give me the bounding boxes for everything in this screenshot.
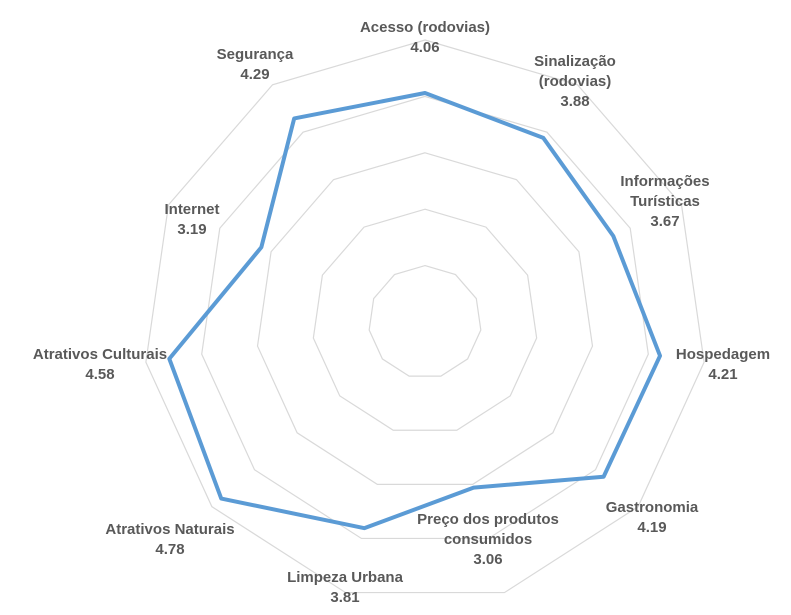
data-label: Limpeza Urbana 3.81 (215, 568, 475, 608)
data-label: Preço dos produtos consumidos 3.06 (403, 510, 573, 570)
series-line (167, 91, 663, 531)
grid-ring (201, 95, 649, 540)
data-label: Informações Turísticas 3.67 (605, 172, 725, 232)
category-label: Acesso (rodovias) (359, 19, 491, 36)
category-label: Hospedagem (675, 346, 771, 363)
data-label: Atrativos Culturais 4.58 (0, 345, 230, 385)
category-label: Atrativos Culturais (32, 346, 168, 363)
grid-ring (368, 264, 482, 377)
value-label: 3.67 (650, 213, 680, 230)
data-label: Atrativos Naturais 4.78 (40, 520, 300, 560)
category-label: Segurança (216, 46, 294, 63)
category-label: Internet (164, 201, 220, 218)
value-label: 4.06 (410, 39, 440, 56)
data-label: Acesso (rodovias) 4.06 (295, 18, 555, 58)
data-label: Gastronomia 4.19 (522, 498, 782, 538)
value-label: 3.06 (473, 551, 503, 568)
value-label: 4.78 (155, 541, 185, 558)
value-label: 4.21 (708, 366, 738, 383)
category-label: Atrativos Naturais (105, 521, 235, 538)
category-label: Sinalização (rodovias) (534, 53, 616, 90)
value-label: 3.19 (177, 221, 207, 238)
value-label: 4.58 (85, 366, 115, 383)
grid-ring (145, 39, 705, 594)
value-label: 4.29 (240, 66, 270, 83)
category-label: Informações Turísticas (620, 173, 710, 210)
value-label: 3.81 (330, 589, 360, 606)
data-label: Internet 3.19 (62, 200, 322, 240)
data-label: Hospedagem 4.21 (593, 345, 791, 385)
data-label: Sinalização (rodovias) 3.88 (520, 52, 630, 112)
grid-ring (312, 208, 538, 431)
value-label: 4.19 (637, 519, 667, 536)
data-label: Segurança 4.29 (125, 45, 385, 85)
category-label: Gastronomia (605, 499, 699, 516)
category-label: Preço dos produtos consumidos (417, 511, 559, 548)
category-label: Limpeza Urbana (287, 569, 403, 586)
value-label: 3.88 (560, 93, 590, 110)
grid-ring (256, 152, 594, 485)
